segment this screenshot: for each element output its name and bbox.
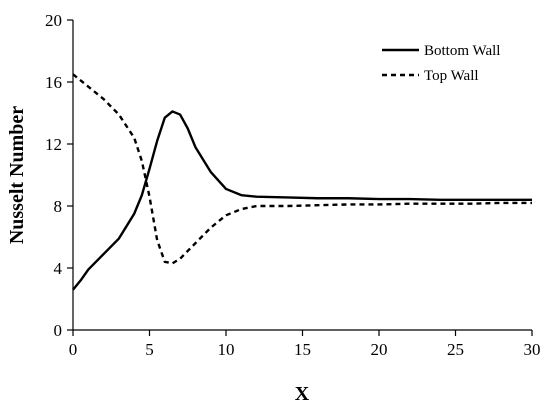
- y-tick-label: 8: [54, 197, 63, 216]
- x-tick-label: 10: [218, 340, 235, 359]
- x-tick-label: 25: [447, 340, 464, 359]
- y-tick-label: 0: [54, 321, 63, 340]
- x-axis-title: X: [295, 383, 310, 405]
- x-tick-label: 20: [371, 340, 388, 359]
- tick-labels: 0 5 10 15 20 25 30 0 4 8 12 16 20: [45, 11, 541, 359]
- x-tick-label: 5: [145, 340, 154, 359]
- x-tick-label: 0: [69, 340, 78, 359]
- y-tick-label: 20: [45, 11, 62, 30]
- y-axis-title: Nusselt Number: [6, 106, 28, 244]
- x-tick-label: 15: [294, 340, 311, 359]
- series-line-bottom-wall: [72, 110, 532, 291]
- legend-label-top-wall: Top Wall: [424, 68, 479, 84]
- legend: Bottom Wall Top Wall: [382, 43, 500, 84]
- legend-label-bottom-wall: Bottom Wall: [424, 43, 500, 59]
- series-line-top-wall: [72, 73, 532, 265]
- axis-ticks: [67, 19, 533, 336]
- series-lines: [72, 73, 532, 291]
- y-tick-label: 4: [54, 259, 63, 278]
- x-tick-label: 30: [524, 340, 541, 359]
- y-tick-label: 12: [45, 135, 62, 154]
- y-tick-label: 16: [45, 73, 62, 92]
